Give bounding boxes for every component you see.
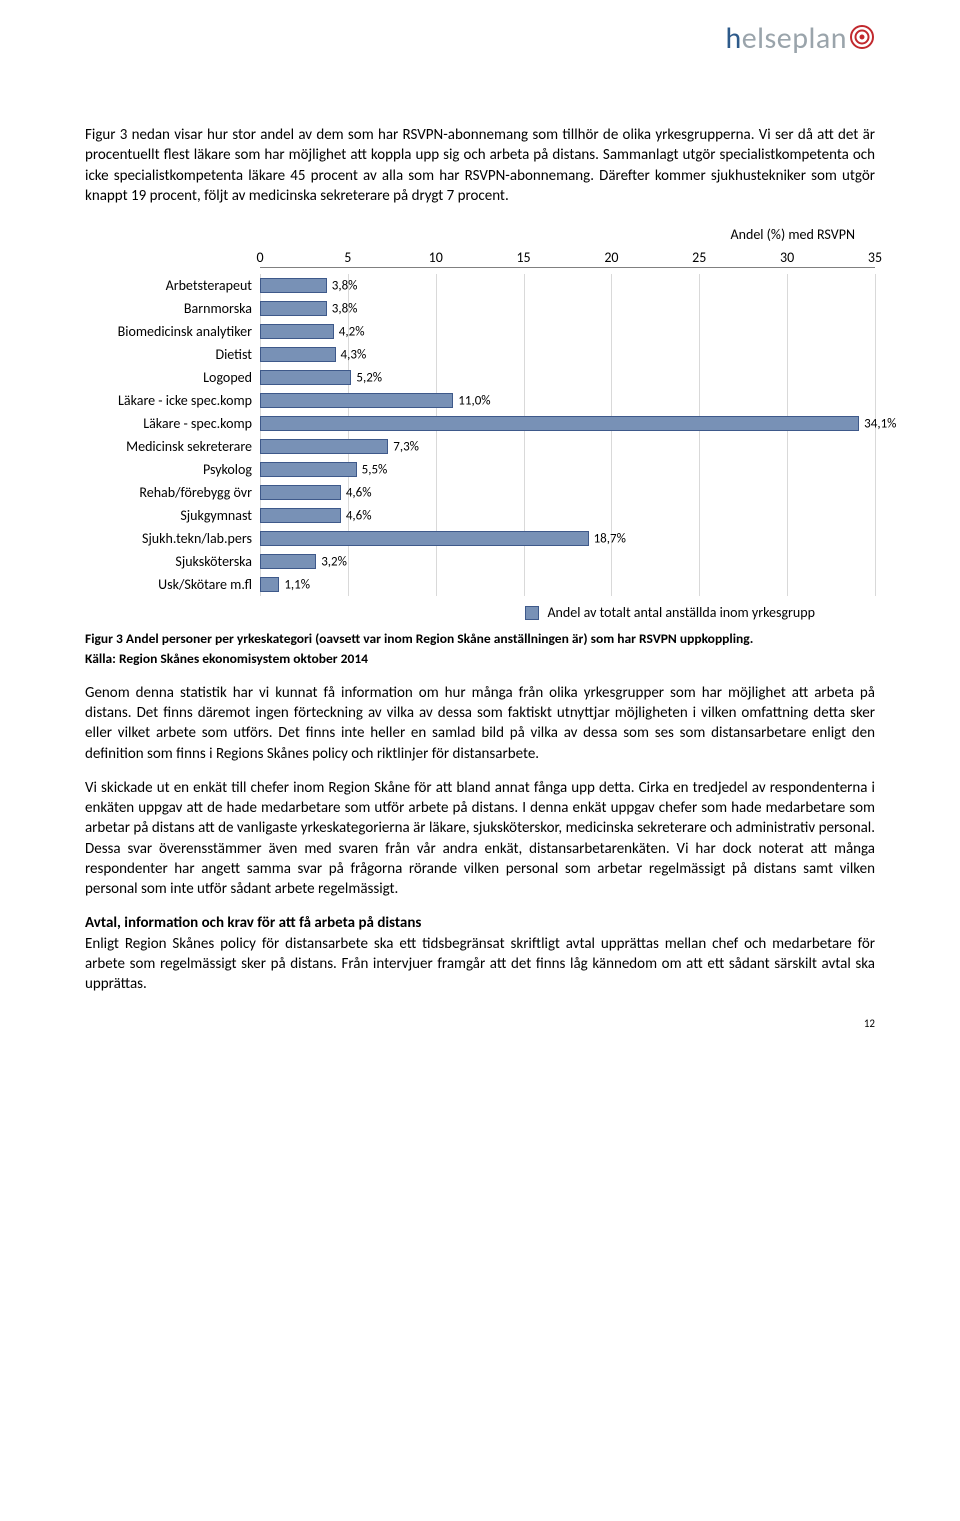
bar-row: Arbetsterapeut3,8% [85, 274, 875, 297]
axis-tick: 0 [256, 249, 263, 266]
bar-value: 7,3% [393, 439, 419, 454]
bar-fill: 5,2% [260, 370, 351, 385]
bar-fill: 5,5% [260, 462, 357, 477]
bar-fill: 11,0% [260, 393, 453, 408]
axis-tick: 15 [516, 249, 530, 266]
bar-label: Sjuksköterska [85, 553, 260, 570]
paragraph-2: Genom denna statistik har vi kunnat få i… [85, 683, 875, 764]
bar-label: Rehab/förebygg övr [85, 484, 260, 501]
bar-value: 4,6% [346, 508, 372, 523]
bar-value: 34,1% [864, 416, 896, 431]
bar-row: Läkare - spec.komp34,1% [85, 412, 875, 435]
axis-tick: 25 [692, 249, 706, 266]
page-number: 12 [864, 1017, 875, 1030]
bar-row: Sjukgymnast4,6% [85, 504, 875, 527]
bar-fill: 4,3% [260, 347, 336, 362]
paragraph-4-body: Enligt Region Skånes policy för distansa… [85, 935, 875, 994]
bar-row: Sjuksköterska3,2% [85, 550, 875, 573]
target-icon [849, 22, 875, 59]
bar-value: 5,2% [356, 370, 382, 385]
axis-tick: 10 [429, 249, 443, 266]
axis-tick: 20 [604, 249, 618, 266]
bar-fill: 1,1% [260, 577, 279, 592]
bar-value: 11,0% [458, 393, 490, 408]
bar-row: Psykolog5,5% [85, 458, 875, 481]
legend-swatch [525, 606, 539, 620]
logo-rest: elseplan [742, 20, 847, 57]
bar-fill: 4,2% [260, 324, 334, 339]
bar-fill: 3,8% [260, 301, 327, 316]
bar-row: Medicinsk sekreterare7,3% [85, 435, 875, 458]
bar-row: Dietist4,3% [85, 343, 875, 366]
paragraph-1: Figur 3 nedan visar hur stor andel av de… [85, 125, 875, 206]
bar-value: 4,6% [346, 485, 372, 500]
bar-fill: 4,6% [260, 485, 341, 500]
bar-row: Barnmorska3,8% [85, 297, 875, 320]
bar-label: Sjukh.tekn/lab.pers [85, 530, 260, 547]
bar-row: Biomedicinsk analytiker4,2% [85, 320, 875, 343]
section-heading: Avtal, information och krav för att få a… [85, 914, 421, 932]
bar-label: Biomedicinsk analytiker [85, 323, 260, 340]
bar-label: Arbetsterapeut [85, 277, 260, 294]
bar-label: Psykolog [85, 461, 260, 478]
bar-value: 18,7% [594, 531, 626, 546]
bar-row: Usk/Skötare m.fl1,1% [85, 573, 875, 596]
bar-row: Sjukh.tekn/lab.pers18,7% [85, 527, 875, 550]
bar-label: Dietist [85, 346, 260, 363]
bar-fill: 7,3% [260, 439, 388, 454]
bar-value: 1,1% [284, 577, 310, 592]
bar-label: Usk/Skötare m.fl [85, 576, 260, 593]
bar-value: 4,3% [341, 347, 367, 362]
bar-value: 3,8% [332, 278, 358, 293]
logo-letter: h [725, 20, 741, 57]
bar-label: Barnmorska [85, 300, 260, 317]
figure-caption-source: Källa: Region Skånes ekonomisystem oktob… [85, 650, 875, 667]
bar-value: 5,5% [362, 462, 388, 477]
figure-caption: Figur 3 Andel personer per yrkeskategori… [85, 631, 875, 648]
axis-tick: 5 [344, 249, 351, 266]
bar-label: Medicinsk sekreterare [85, 438, 260, 455]
axis-tick: 35 [868, 249, 882, 266]
chart-title: Andel (%) med RSVPN [85, 226, 875, 243]
bar-label: Läkare - spec.komp [85, 415, 260, 432]
bar-label: Sjukgymnast [85, 507, 260, 524]
paragraph-3: Vi skickade ut en enkät till chefer inom… [85, 778, 875, 900]
bar-fill: 4,6% [260, 508, 341, 523]
bar-value: 3,8% [332, 301, 358, 316]
chart-bars: Arbetsterapeut3,8%Barnmorska3,8%Biomedic… [85, 274, 875, 596]
bar-row: Läkare - icke spec.komp11,0% [85, 389, 875, 412]
bar-fill: 3,2% [260, 554, 316, 569]
axis-tick: 30 [780, 249, 794, 266]
legend-label: Andel av totalt antal anställda inom yrk… [547, 604, 815, 621]
chart-legend: Andel av totalt antal anställda inom yrk… [85, 604, 875, 621]
bar-value: 4,2% [339, 324, 365, 339]
bar-row: Logoped5,2% [85, 366, 875, 389]
paragraph-4: Avtal, information och krav för att få a… [85, 913, 875, 994]
bar-row: Rehab/förebygg övr4,6% [85, 481, 875, 504]
bar-chart: Andel (%) med RSVPN 05101520253035 Arbet… [85, 226, 875, 621]
bar-fill: 34,1% [260, 416, 859, 431]
bar-value: 3,2% [321, 554, 347, 569]
logo: helseplan [725, 20, 875, 59]
bar-label: Logoped [85, 369, 260, 386]
bar-fill: 3,8% [260, 278, 327, 293]
x-axis-ticks: 05101520253035 [260, 249, 875, 267]
bar-fill: 18,7% [260, 531, 589, 546]
bar-label: Läkare - icke spec.komp [85, 392, 260, 409]
